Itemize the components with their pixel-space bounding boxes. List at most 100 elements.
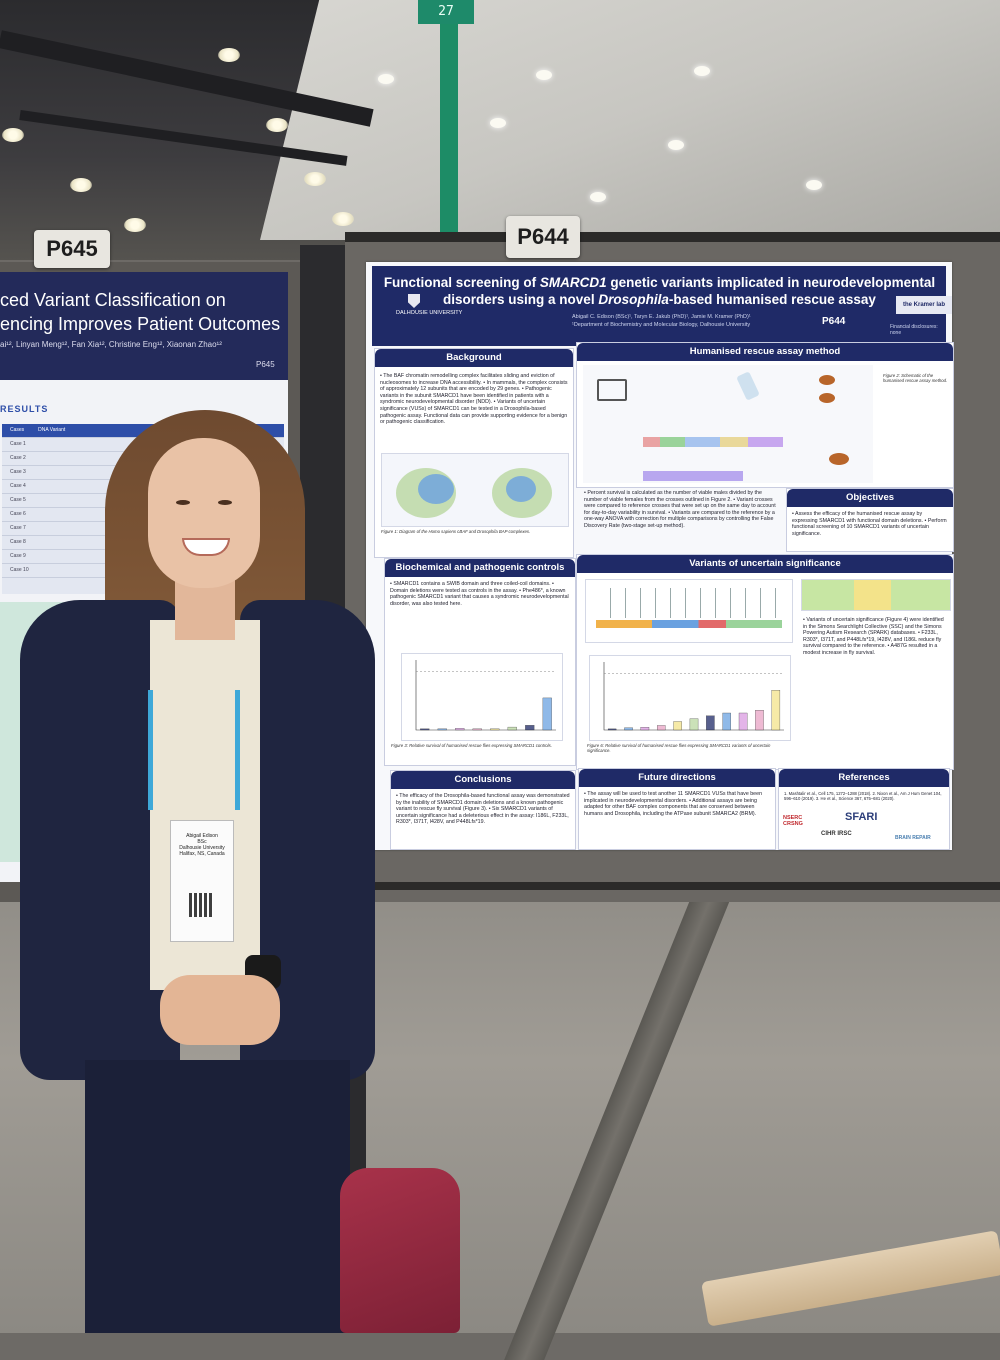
ceiling-panel (260, 0, 1000, 240)
cihr-logo: CIHR IRSC (821, 831, 852, 837)
eye-left (176, 500, 190, 505)
chart-controls (401, 653, 563, 741)
section-body: • Variants of uncertain significance (Fi… (803, 617, 944, 656)
complex-blob (418, 474, 454, 504)
ceiling-light (304, 172, 326, 186)
person-hands (160, 975, 280, 1045)
chart-bar (738, 712, 748, 731)
qr-code-icon (189, 893, 213, 917)
left-poster-header: ced Variant Classification on encing Imp… (0, 272, 288, 380)
poster-authors: Abigail C. Edison (BSc)¹, Taryn E. Jakub… (572, 314, 751, 320)
left-poster-title-line1: ced Variant Classification on (0, 290, 226, 310)
ceiling-downlight (536, 70, 552, 80)
left-poster-authors: ai¹², Linyan Meng¹², Fan Xia¹², Christin… (0, 340, 222, 349)
figure-caption: Figure 6: Relative survival of humanised… (587, 743, 771, 754)
section-future: Future directions • The assay will be us… (578, 768, 776, 850)
badge-city: Halifax, NS, Canada (179, 851, 225, 857)
poster-title-part1: Functional screening of (383, 275, 540, 290)
chart-vus (589, 655, 791, 741)
section-body: • SMARCD1 contains a SWIB domain and thr… (390, 581, 569, 607)
badge-text: Abigail Edison BSc Dalhousie University … (171, 833, 233, 857)
financial-disclosure: Financial disclosures: none (890, 324, 938, 336)
person-pants (85, 1060, 350, 1333)
flask-icon (736, 371, 760, 401)
domain-map (585, 579, 793, 643)
chart-bar (420, 728, 430, 731)
construct-diagram (643, 437, 783, 447)
section-header: Objectives (787, 489, 953, 507)
poster-department: ¹Department of Biochemistry and Molecula… (572, 322, 751, 328)
ceiling-light (266, 118, 288, 132)
board-frame-bottom (345, 882, 1000, 890)
green-pillar (440, 20, 458, 240)
section-objectives: Objectives • Assess the efficacy of the … (786, 488, 954, 552)
booth-label-main: P644 (506, 216, 580, 258)
section-vus: Variants of uncertain significance • Var… (576, 554, 954, 770)
main-poster: Functional screening of SMARCD1 genetic … (366, 262, 954, 850)
ceiling-downlight (490, 118, 506, 128)
ceiling-downlight (590, 192, 606, 202)
domain-track (596, 620, 782, 628)
chart-bar (437, 728, 447, 731)
prediction-table (801, 579, 951, 611)
section-body: • The assay will be used to test another… (584, 791, 763, 817)
ceiling-light (2, 128, 24, 142)
ceiling-downlight (378, 74, 394, 84)
section-body: • Assess the efficacy of the humanised r… (792, 511, 947, 537)
domain-lines (596, 588, 782, 618)
table-header-cell: Cases (10, 427, 25, 433)
section-biochem: Biochemical and pathogenic controls • SM… (384, 558, 576, 766)
sfari-logo: SFARI (845, 811, 878, 823)
section-header: Biochemical and pathogenic controls (385, 559, 575, 577)
figure-caption: Figure 2: Schematic of the humanised res… (883, 373, 948, 384)
left-poster-id: P645 (256, 360, 275, 369)
backpack (340, 1168, 460, 1333)
left-poster-results-heading: RESULTS (0, 404, 49, 414)
ceiling-downlight (694, 66, 710, 76)
nserc-logo: NSERC CRSNG (783, 815, 803, 827)
chart-bar (640, 727, 650, 731)
chart-bar (490, 728, 500, 731)
baf-complex-diagram (381, 453, 569, 527)
chart-bar (722, 712, 731, 731)
chart-bar (706, 715, 715, 731)
chart-bar (624, 727, 633, 731)
chart-axis (415, 660, 556, 731)
section-background: Background • The BAF chromatin remodelli… (374, 348, 574, 558)
poster-title-bar: Functional screening of SMARCD1 genetic … (372, 266, 952, 346)
booth-label-left: P645 (34, 230, 110, 268)
university-crest-icon (408, 294, 420, 308)
construct-diagram (643, 471, 743, 481)
chart-bar (657, 725, 666, 731)
chart-bar (771, 690, 781, 731)
section-references: References 1. Mashtalir et al., Cell 175… (778, 768, 950, 850)
chart-bar (755, 710, 764, 731)
figure-caption: Figure 3: Relative survival of humanised… (391, 743, 552, 748)
vus-chart (603, 662, 784, 731)
chart-bar (673, 721, 682, 731)
chart-bar (607, 728, 617, 731)
chart-bar (472, 728, 482, 731)
poster-id: P644 (822, 316, 846, 327)
brain-repair-logo: BRAIN REPAIR (895, 835, 931, 841)
table-header-cell: DNA Variant (38, 427, 66, 433)
poster-title-part2: genetic variants implicated in neurodeve… (443, 275, 936, 307)
fly-icon (819, 393, 835, 403)
left-poster-title-line2: encing Improves Patient Outcomes (0, 314, 281, 334)
section-header: Background (375, 349, 573, 367)
ceiling-downlight (668, 140, 684, 150)
person-face (148, 438, 260, 588)
method-bullets: • Percent survival is calculated as the … (584, 490, 776, 529)
smile (182, 538, 230, 556)
poster-title-species: Drosophila (598, 292, 669, 307)
section-header: Future directions (579, 769, 775, 787)
laptop-icon (597, 379, 627, 401)
section-body: 1. Mashtalir et al., Cell 175, 1272–1288… (784, 791, 942, 802)
name-badge: Abigail Edison BSc Dalhousie University … (170, 820, 234, 942)
poster-title-part3: -based humanised rescue assay (668, 292, 876, 307)
section-header: Humanised rescue assay method (577, 343, 953, 361)
chart-bar (542, 697, 552, 731)
badge-name: Abigail Edison (186, 833, 218, 839)
fly-icon (819, 375, 835, 385)
controls-chart (415, 660, 556, 731)
